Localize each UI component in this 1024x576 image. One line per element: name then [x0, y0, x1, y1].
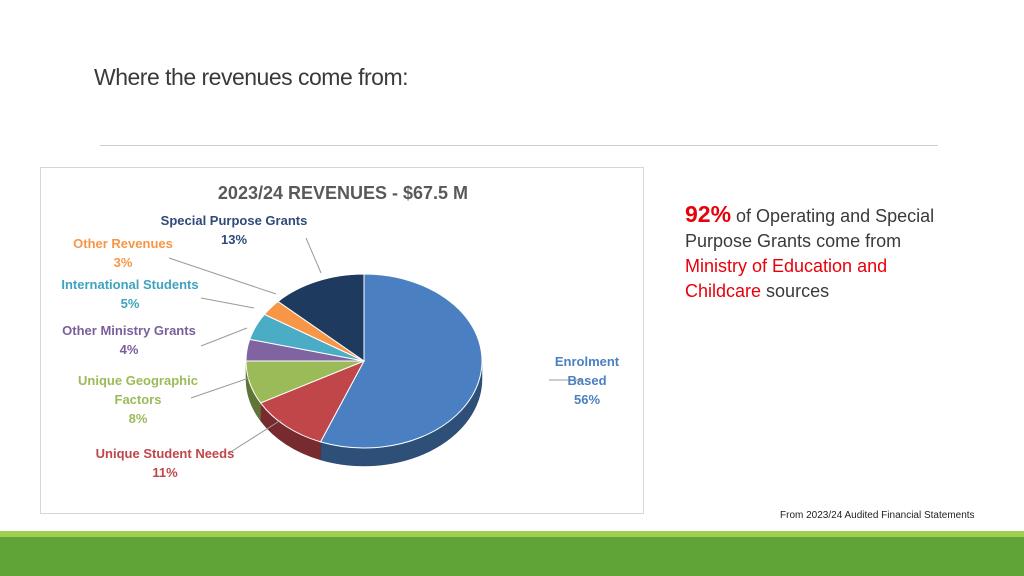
revenue-pie-chart: 2023/24 REVENUES - $67.5 M Enrolment Base…	[40, 167, 644, 514]
leader-line-unique-student-needs	[228, 419, 282, 454]
pie-label-line: Unique Geographic	[78, 373, 198, 388]
pie-label-line: 8%	[129, 411, 148, 426]
pie-label-other-revenues: Other Revenues 3%	[73, 236, 173, 270]
pie-slice-special-purpose-grants	[277, 273, 365, 362]
callout-text-2: sources	[761, 281, 830, 301]
pie-label-line: 4%	[120, 342, 139, 357]
pie-label-line: Other Ministry Grants	[62, 323, 196, 338]
title-divider	[100, 145, 938, 146]
pie-chart-svg: 2023/24 REVENUES - $67.5 M Enrolment Base…	[61, 183, 619, 480]
pie-label-line: Enrolment	[555, 354, 620, 369]
pie-label-international-students: International Students 5%	[61, 277, 198, 311]
pie-label-enrolment-based: Enrolment Based 56%	[555, 354, 620, 407]
pie-label-line: Other Revenues	[73, 236, 173, 251]
footer-accent-bar	[0, 531, 1024, 537]
pie-slices	[245, 273, 483, 449]
callout-text: 92% of Operating and Special Purpose Gra…	[685, 202, 965, 304]
pie-label-line: Based	[567, 373, 606, 388]
slide-title: Where the revenues come from:	[94, 64, 409, 90]
pie-label-line: 13%	[221, 232, 247, 247]
pie-slice-unique-student-needs	[259, 360, 366, 443]
leader-line-special-purpose-grants	[305, 237, 322, 274]
pie-labels: Enrolment Based 56% Unique Student Needs 11%…	[61, 213, 619, 480]
pie-label-line: Factors	[115, 392, 162, 407]
source-note: From 2023/24 Audited Financial Statement…	[780, 510, 975, 521]
callout-text-1: of Operating and Special Purpose Grants …	[685, 206, 935, 251]
footer-bar	[0, 537, 1024, 576]
pie-label-special-purpose-grants: Special Purpose Grants 13%	[161, 213, 308, 247]
leader-line-unique-geographic-factors	[190, 377, 250, 399]
leader-line-other-ministry-grants	[200, 327, 248, 347]
pie-label-other-ministry-grants: Other Ministry Grants 4%	[62, 323, 196, 357]
pie-label-line: 11%	[152, 465, 178, 480]
callout-highlight: Ministry of Education and Childcare	[685, 256, 888, 301]
pie-label-line: International Students	[61, 277, 198, 292]
pie-leader-lines	[168, 237, 581, 454]
leader-line-international-students	[200, 297, 255, 309]
pie-label-line: 3%	[114, 255, 133, 270]
pie-slice-enrolment-based	[319, 273, 483, 449]
pie-label-line: Special Purpose Grants	[161, 213, 308, 228]
leader-line-other-revenues	[168, 257, 277, 295]
pie-label-line: Unique Student Needs	[96, 446, 235, 461]
pie-label-line: 5%	[121, 296, 140, 311]
pie-label-unique-student-needs: Unique Student Needs 11%	[96, 446, 235, 480]
callout-percent: 92%	[685, 201, 732, 227]
pie-label-unique-geographic-factors: Unique Geographic Factors 8%	[78, 373, 198, 426]
pie-label-line: 56%	[574, 392, 600, 407]
chart-title: 2023/24 REVENUES - $67.5 M	[218, 183, 468, 203]
